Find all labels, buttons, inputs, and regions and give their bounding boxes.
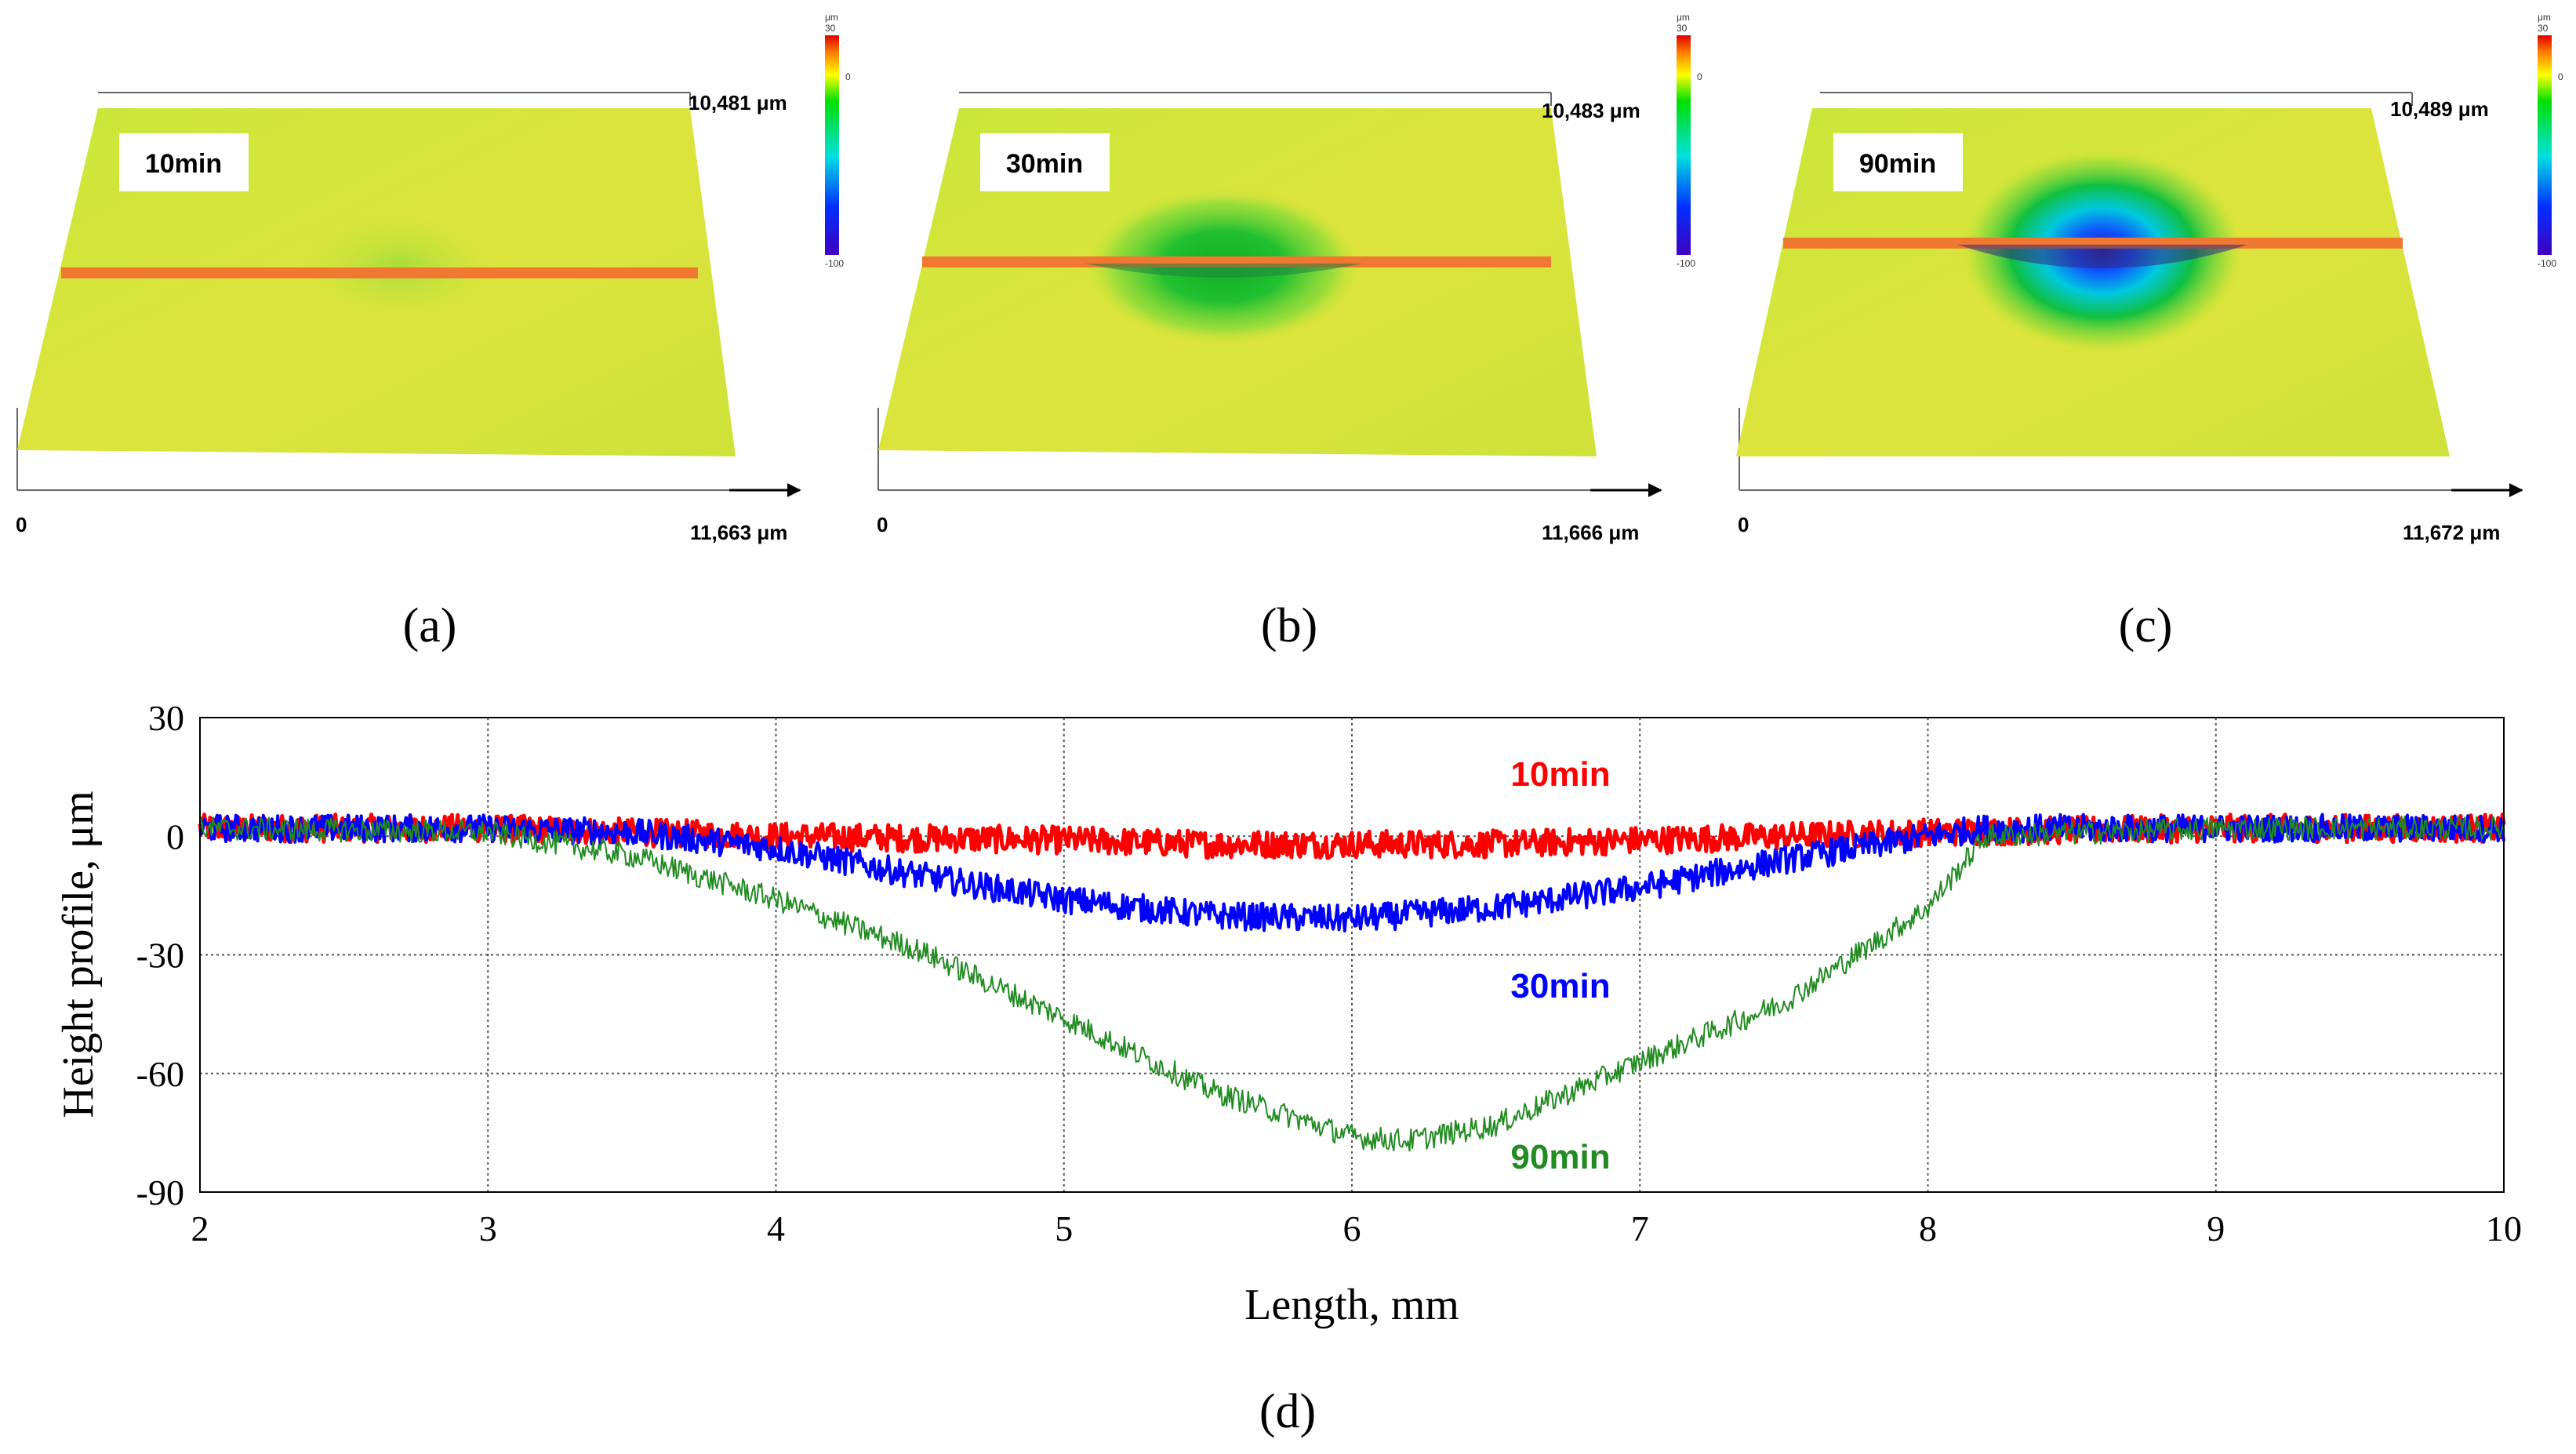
time-label-box xyxy=(119,133,249,191)
colorbar-max: 30 xyxy=(825,23,836,34)
x-extent-label: 11,672 μm xyxy=(2403,521,2500,544)
series-line-90min xyxy=(199,816,2505,1152)
colorbar-max: 30 xyxy=(2538,23,2549,34)
colorbar-zero: 0 xyxy=(1697,71,1702,82)
x-extent-label: 11,663 μm xyxy=(690,521,787,544)
time-label: 90min xyxy=(1859,149,1936,179)
x-tick-label: 7 xyxy=(1631,1209,1649,1249)
origin-label: 0 xyxy=(877,513,888,536)
y-axis-label: Height profile, μm xyxy=(54,791,103,1118)
colorbar-zero: 0 xyxy=(2558,71,2563,82)
y-extent-label: 10,489 μm xyxy=(2390,97,2489,121)
x-tick-label: 3 xyxy=(479,1209,497,1249)
y-tick-label: 0 xyxy=(166,816,184,856)
series-label-30min: 30min xyxy=(1510,967,1610,1005)
origin-label: 0 xyxy=(1738,513,1749,536)
panel-a: 10min 10,481 μm 11,663 μm 0 μm 30 0 -100… xyxy=(16,12,851,652)
colorbar: μm 30 0 -100 xyxy=(825,12,851,269)
chart-panel-label: (d) xyxy=(1259,1385,1316,1438)
colorbar-max: 30 xyxy=(1677,23,1688,34)
panel-label: (b) xyxy=(1261,599,1317,652)
panel-b: 30min 10,483 μm 11,666 μm 0 μm 30 0 -100… xyxy=(877,12,1702,652)
colorbar: μm 30 0 -100 xyxy=(2538,12,2563,269)
depression-spot xyxy=(298,212,502,322)
colorbar-min: -100 xyxy=(825,258,844,269)
colorbar-unit: μm xyxy=(825,12,838,23)
plot-frame xyxy=(199,717,2505,1193)
panel-label: (c) xyxy=(2119,599,2173,652)
colorbar-min: -100 xyxy=(1677,258,1695,269)
height-profile-chart: 2 3 4 5 6 7 8 9 10 300-30-60-90 10min30min90min … xyxy=(54,698,2522,1438)
panel-frame xyxy=(16,92,784,491)
time-label-box xyxy=(1833,133,1963,191)
x-axis-label: Length, mm xyxy=(1244,1281,1459,1329)
x-tick-label: 8 xyxy=(1919,1209,1937,1249)
x-tick-label: 2 xyxy=(191,1209,209,1249)
y-tick-label: -90 xyxy=(136,1172,184,1212)
panel-c: 90min 10,489 μm 11,672 μm 0 μm 30 0 -100… xyxy=(1736,12,2563,652)
y-tick-label: -30 xyxy=(136,936,184,976)
profile-dip xyxy=(1957,245,2247,268)
colorbar: μm 30 0 -100 xyxy=(1677,12,1702,269)
y-extent-label: 10,483 μm xyxy=(1542,99,1640,122)
series-label-90min: 90min xyxy=(1510,1138,1610,1176)
x-tick-labels: 2 3 4 5 6 7 8 9 10 xyxy=(191,1209,2523,1249)
profile-dip xyxy=(1085,264,1363,278)
time-label: 30min xyxy=(1006,149,1083,179)
time-label: 10min xyxy=(145,149,222,179)
colorbar-min: -100 xyxy=(2538,258,2556,269)
grid xyxy=(200,718,2504,1192)
colorbar-zero: 0 xyxy=(845,71,851,82)
x-tick-label: 4 xyxy=(767,1209,785,1249)
x-tick-label: 9 xyxy=(2207,1209,2225,1249)
x-extent-label: 11,666 μm xyxy=(1542,521,1639,544)
series-labels: 10min 30min 90min xyxy=(1510,755,1610,1176)
x-tick-label: 10 xyxy=(2486,1209,2522,1249)
y-extent-label: 10,481 μm xyxy=(689,91,787,115)
series-layer xyxy=(198,812,2506,1152)
y-tick-labels: 30 0 -30 -60 -90 xyxy=(136,698,184,1212)
panel-label: (a) xyxy=(403,599,457,652)
series-label-10min: 10min xyxy=(1510,755,1610,794)
time-label-box xyxy=(980,133,1110,191)
origin-label: 0 xyxy=(16,513,27,536)
x-tick-label: 6 xyxy=(1343,1209,1361,1249)
x-tick-label: 5 xyxy=(1055,1209,1073,1249)
y-tick-label: 30 xyxy=(148,698,184,738)
colorbar-unit: μm xyxy=(1677,12,1690,23)
panel-frame xyxy=(877,92,1645,491)
colorbar-unit: μm xyxy=(2538,12,2551,23)
y-tick-label: -60 xyxy=(136,1054,184,1094)
